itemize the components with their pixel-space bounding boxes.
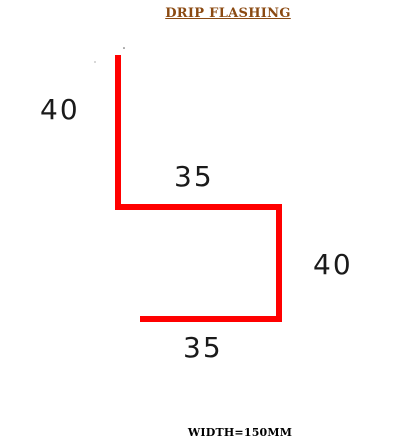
- speck-mark: [94, 61, 96, 63]
- drawing-title: DRIP FLASHING: [165, 6, 291, 21]
- dimension-left-vertical: 40: [40, 93, 80, 126]
- speck-mark: [123, 47, 125, 49]
- dimension-bottom-horizontal: 35: [183, 331, 223, 364]
- dimension-right-vertical: 40: [313, 248, 353, 281]
- dimension-top-horizontal: 35: [174, 160, 214, 193]
- width-label: WIDTH=150MM: [187, 426, 293, 439]
- flashing-profile-line: [115, 55, 282, 322]
